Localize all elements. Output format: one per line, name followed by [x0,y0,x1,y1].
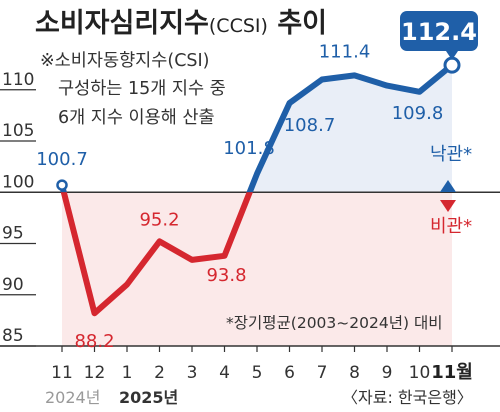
data-point-highlight [443,56,461,74]
note-line-3: 6개 지수 이용해 산출 [58,108,215,128]
y-tick-label-105: 105 [2,121,34,141]
data-label-11: 109.8 [392,103,444,124]
data-label-1: 88.2 [74,331,114,352]
y-tick-label-90: 90 [2,275,24,295]
x-tick-label-12: 11월 [431,362,473,383]
chart-title-tail: 추이 [268,8,327,39]
source-label: 〈자료: 한국은행〉 [342,388,473,407]
x-tick-label-0: 11 [51,363,73,383]
series-line-above [59,62,455,193]
series-line-below [60,192,253,317]
x-tick-label-11: 10 [409,363,431,383]
down-triangle-icon [440,200,456,212]
chart-title: 소비자심리지수(CCSI) 추이 [35,8,327,39]
chart-title-main: 소비자심리지수 [35,8,209,39]
above-baseline-label: 낙관* [430,144,472,165]
note-line-2: 구성하는 15개 지수 중 [58,79,226,99]
data-label-5: 93.8 [206,265,246,286]
data-label-7: 108.7 [284,115,336,136]
x-tick-label-9: 8 [349,363,360,383]
x-tick-label-7: 6 [284,363,295,383]
y-tick-label-100: 100 [2,172,34,192]
data-label-6: 101.8 [223,138,275,159]
x-tick-label-10: 9 [382,363,393,383]
x-tick-label-5: 4 [219,363,230,383]
chart-title-suffix: (CCSI) [209,15,268,37]
up-triangle-icon [440,180,456,192]
data-label-9: 111.4 [319,41,371,62]
area-below-baseline-bg [62,192,452,346]
x-tick-label-4: 3 [187,363,198,383]
data-label-3: 95.2 [139,209,179,230]
y-tick-label-110: 110 [2,70,34,90]
y-tick-label-95: 95 [2,224,24,244]
data-point-0 [56,179,68,191]
area-above-baseline [62,65,452,193]
data-label-0: 100.7 [36,149,88,170]
highlight-callout-pointer [446,51,458,60]
highlight-value-label: 112.4 [401,18,477,46]
footnote: *장기평균(2003~2024년) 대비 [226,314,442,332]
year-label-2025: 2025년 [119,388,178,407]
x-tick-label-1: 12 [84,363,106,383]
x-tick-label-2: 1 [122,363,133,383]
x-tick-label-8: 7 [317,363,328,383]
x-tick-label-6: 5 [252,363,263,383]
below-baseline-label: 비관* [430,216,472,237]
y-tick-label-85: 85 [2,326,24,346]
note-line-1: ※소비자동향지수(CSI) [40,51,210,71]
year-label-2024: 2024년 [45,388,100,407]
highlight-callout-box [400,11,478,51]
x-tick-label-3: 2 [154,363,165,383]
